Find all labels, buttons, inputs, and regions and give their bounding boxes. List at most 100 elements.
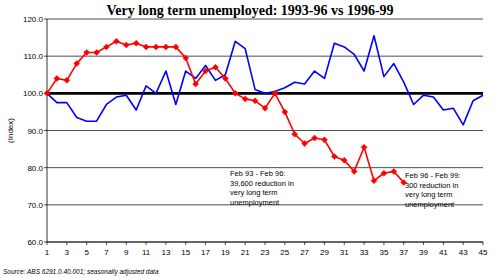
x-tick-label: 39 xyxy=(419,248,428,257)
marker xyxy=(212,64,218,70)
annotation-line: 300 reduction in xyxy=(405,181,458,190)
marker xyxy=(54,75,60,81)
x-tick xyxy=(304,242,305,245)
marker xyxy=(94,49,100,55)
marker xyxy=(321,137,327,143)
x-tick-label: 31 xyxy=(340,248,349,257)
x-tick xyxy=(483,242,484,245)
marker xyxy=(123,42,129,48)
x-tick xyxy=(47,242,48,245)
x-tick xyxy=(403,242,404,245)
marker xyxy=(193,81,199,87)
marker xyxy=(203,68,209,74)
x-tick xyxy=(205,242,206,245)
chart: Very long term unemployed: 1993-96 vs 19… xyxy=(0,0,500,278)
annotation-line: unemployment xyxy=(405,200,455,209)
marker xyxy=(312,135,318,141)
x-tick xyxy=(165,242,166,245)
marker xyxy=(262,105,268,111)
y-tick-label: 90.0 xyxy=(27,127,43,136)
series-line xyxy=(47,36,483,125)
y-tick xyxy=(44,56,47,57)
y-tick xyxy=(44,204,47,205)
marker xyxy=(371,178,377,184)
x-tick-label: 19 xyxy=(221,248,230,257)
x-tick xyxy=(463,242,464,245)
x-tick xyxy=(443,242,444,245)
x-tick xyxy=(225,242,226,245)
marker xyxy=(153,44,159,50)
y-tick-label: 100.0 xyxy=(23,89,44,98)
x-tick-label: 45 xyxy=(479,248,488,257)
x-tick-label: 29 xyxy=(320,248,329,257)
annotation-line: very long term xyxy=(405,190,453,199)
marker xyxy=(292,131,298,137)
x-tick-label: 43 xyxy=(459,248,468,257)
x-tick xyxy=(265,242,266,245)
annotation-line: very long term xyxy=(230,188,278,197)
marker xyxy=(282,109,288,115)
y-tick xyxy=(44,242,47,243)
y-tick-label: 80.0 xyxy=(27,164,43,173)
annotation-line: unemployment xyxy=(230,198,280,207)
marker xyxy=(272,90,278,96)
marker xyxy=(64,77,70,83)
marker xyxy=(361,144,367,150)
x-tick-label: 17 xyxy=(201,248,210,257)
y-tick xyxy=(44,130,47,131)
x-tick-label: 7 xyxy=(104,248,109,257)
x-tick-label: 11 xyxy=(142,248,151,257)
grid-line xyxy=(47,19,483,20)
marker xyxy=(381,170,387,176)
marker xyxy=(84,49,90,55)
x-tick-label: 9 xyxy=(124,248,129,257)
x-tick xyxy=(245,242,246,245)
marker xyxy=(351,168,357,174)
marker xyxy=(44,90,50,96)
annotation: Feb 93 - Feb 96:39,600 reduction invery … xyxy=(230,169,294,207)
x-tick-label: 5 xyxy=(84,248,89,257)
x-tick-label: 41 xyxy=(439,248,448,257)
x-tick-label: 3 xyxy=(65,248,70,257)
x-tick-label: 37 xyxy=(399,248,408,257)
x-tick xyxy=(66,242,67,245)
x-tick-label: 27 xyxy=(300,248,309,257)
x-tick xyxy=(106,242,107,245)
x-tick-label: 13 xyxy=(161,248,170,257)
marker xyxy=(391,168,397,174)
x-tick xyxy=(423,242,424,245)
source: Source: ABS 6291.0.40.001; seasonally ad… xyxy=(3,268,159,276)
x-tick-label: 35 xyxy=(379,248,388,257)
x-tick-label: 33 xyxy=(360,248,369,257)
marker xyxy=(252,98,258,104)
marker xyxy=(143,44,149,50)
x-tick xyxy=(284,242,285,245)
marker xyxy=(232,90,238,96)
x-tick xyxy=(364,242,365,245)
x-tick-label: 21 xyxy=(241,248,250,257)
series-line xyxy=(47,41,404,182)
marker xyxy=(113,38,119,44)
marker xyxy=(173,44,179,50)
y-tick-label: 60.0 xyxy=(27,238,43,247)
marker xyxy=(183,55,189,61)
marker xyxy=(341,157,347,163)
grid-line xyxy=(47,130,483,131)
annotation-line: Feb 93 - Feb 96: xyxy=(230,169,285,178)
marker xyxy=(242,96,248,102)
x-tick xyxy=(126,242,127,245)
y-axis xyxy=(47,19,48,242)
x-tick xyxy=(146,242,147,245)
marker xyxy=(103,44,109,50)
marker xyxy=(133,40,139,46)
x-tick xyxy=(324,242,325,245)
annotation-line: Feb 96 - Feb 99: xyxy=(405,171,460,180)
marker xyxy=(222,75,228,81)
title: Very long term unemployed: 1993-96 vs 19… xyxy=(106,3,393,18)
y-tick xyxy=(44,167,47,168)
x-tick xyxy=(344,242,345,245)
x-tick-label: 1 xyxy=(45,248,50,257)
marker xyxy=(74,61,80,67)
x-tick xyxy=(86,242,87,245)
y-tick-label: 110.0 xyxy=(24,52,44,61)
